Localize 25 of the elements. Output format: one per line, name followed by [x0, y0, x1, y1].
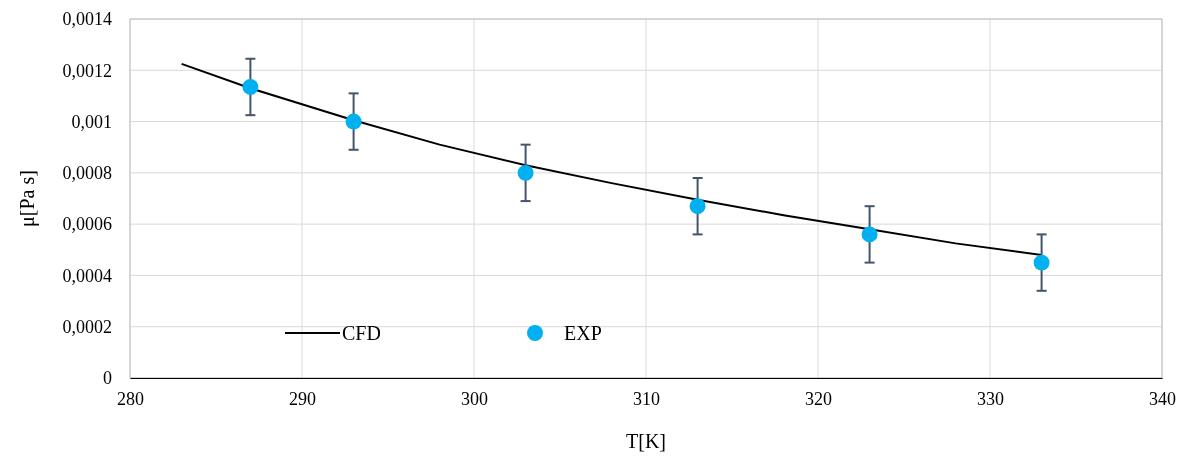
x-tick-label: 300 [461, 388, 488, 409]
y-tick-label: 0,0006 [62, 214, 112, 235]
y-axis-title: μ[Pa s] [16, 170, 39, 227]
point [689, 198, 706, 215]
y-tick-label: 0,0002 [62, 316, 112, 337]
x-tick-label: 320 [805, 388, 832, 409]
x-axis-title: T[K] [626, 430, 666, 452]
point [242, 78, 259, 95]
y-tick-label: 0,0008 [62, 163, 112, 184]
y-tick-label: 0,001 [71, 111, 112, 132]
x-tick-label: 310 [633, 388, 660, 409]
y-tick-label: 0 [103, 368, 112, 389]
x-tick-label: 290 [289, 388, 316, 409]
y-tick-label: 0,0012 [62, 60, 112, 81]
point [861, 226, 878, 243]
y-tick-label: 0,0014 [62, 9, 112, 30]
point [345, 113, 362, 130]
y-tick-label: 0,0004 [62, 265, 112, 286]
point [1033, 254, 1050, 271]
x-tick-label: 340 [1149, 388, 1176, 409]
legend-label: CFD [342, 322, 381, 344]
legend-label: EXP [564, 322, 602, 344]
x-tick-label: 330 [977, 388, 1004, 409]
x-tick-label: 280 [117, 388, 144, 409]
point [517, 164, 534, 181]
